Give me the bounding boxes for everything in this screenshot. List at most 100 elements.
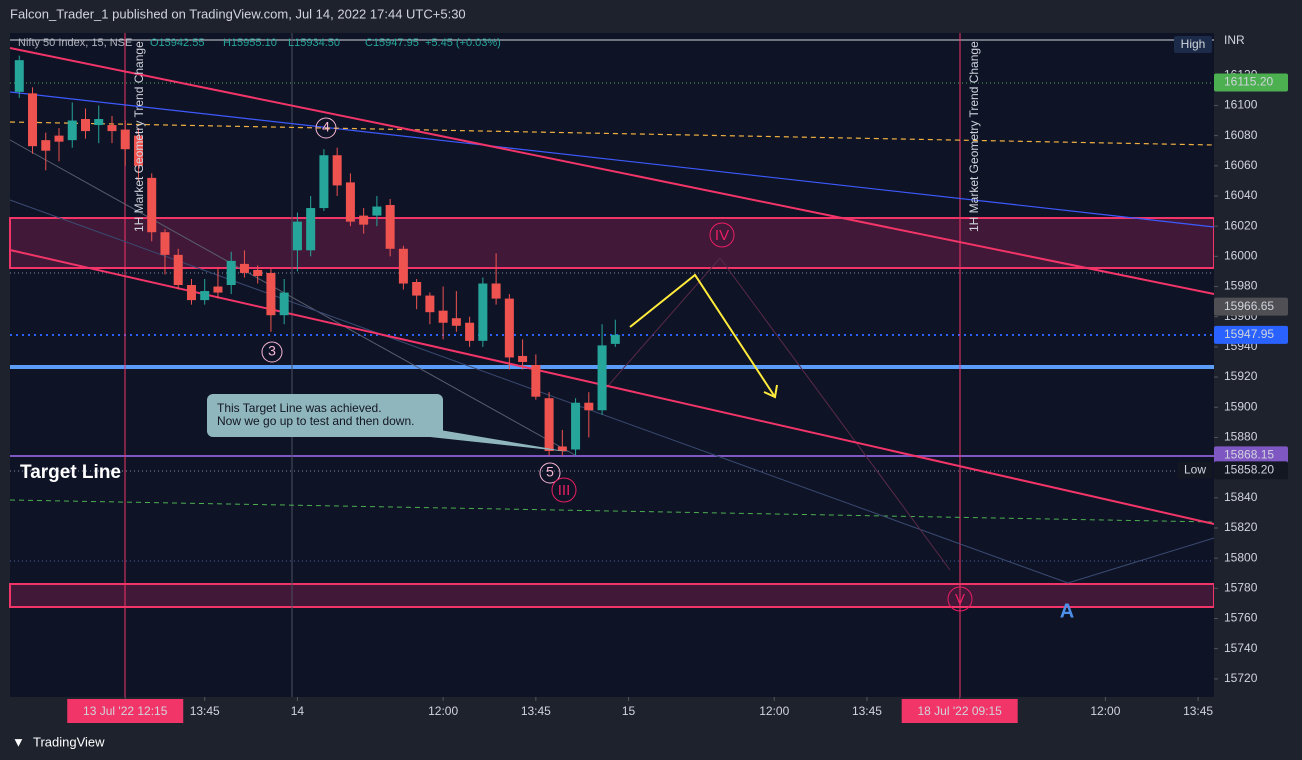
candle-body bbox=[239, 263, 249, 273]
candle-body bbox=[332, 155, 342, 186]
callout-text: Now we go up to test and then down. bbox=[217, 414, 414, 428]
candle-body bbox=[504, 298, 514, 358]
y-tick-label: 15780 bbox=[1224, 581, 1258, 595]
price-label: 16115.20 bbox=[1224, 75, 1273, 89]
y-tick-label: 15760 bbox=[1224, 611, 1258, 625]
candle-body bbox=[610, 334, 620, 344]
candle-body bbox=[160, 232, 170, 255]
trend-line bbox=[9, 121, 1215, 146]
y-tick-label: 15800 bbox=[1224, 550, 1258, 564]
target-label: Target Line bbox=[20, 462, 121, 483]
trend-change-label: 1H Market Geometry Trend Change bbox=[132, 41, 146, 232]
callout-text: This Target Line was achieved. bbox=[217, 401, 382, 415]
trend-line bbox=[9, 499, 1215, 523]
trend-line bbox=[9, 139, 576, 456]
x-tick-label: 13:45 bbox=[190, 704, 220, 718]
y-tick-label: 15980 bbox=[1224, 279, 1258, 293]
candle-body bbox=[266, 272, 276, 316]
candle-body bbox=[544, 398, 554, 452]
legend-low: L15934.50 bbox=[288, 37, 340, 49]
candle-body bbox=[107, 125, 117, 132]
candle-body bbox=[557, 446, 567, 452]
arrow-head bbox=[763, 384, 778, 399]
candle-body bbox=[94, 119, 104, 126]
candle-body bbox=[147, 177, 157, 233]
low-tag-bg bbox=[1178, 461, 1212, 479]
candle-body bbox=[385, 205, 395, 249]
footer: TradingView bbox=[33, 734, 105, 749]
low-tag: Low bbox=[1184, 463, 1206, 477]
x-tick-label: 13:45 bbox=[1183, 704, 1213, 718]
price-label: 15947.95 bbox=[1224, 327, 1274, 341]
wave-circle bbox=[539, 462, 561, 484]
price-axis bbox=[1214, 33, 1302, 697]
y-tick-label: 16040 bbox=[1224, 188, 1258, 202]
y-tick-label: 15740 bbox=[1224, 641, 1258, 655]
yellow-arrow bbox=[629, 273, 776, 398]
candle-body bbox=[292, 221, 302, 251]
callout-pointer bbox=[430, 430, 570, 452]
y-tick-label: 16100 bbox=[1224, 98, 1258, 112]
x-tick-label: 13 Jul '22 12:15 bbox=[83, 704, 168, 718]
price-label-bg bbox=[1214, 446, 1288, 465]
candle-body bbox=[571, 402, 581, 450]
legend-high: H15955.10 bbox=[223, 37, 277, 49]
wave-circle bbox=[315, 117, 337, 139]
candles bbox=[14, 55, 620, 456]
footer-logo: ▼ bbox=[12, 734, 25, 749]
x-tick-highlight bbox=[901, 699, 1018, 723]
candle-body bbox=[28, 93, 38, 147]
projection bbox=[599, 257, 951, 571]
high-tag: High bbox=[1181, 37, 1206, 51]
legend-symbol: Nifty 50 Index, 15, NSE bbox=[18, 37, 132, 49]
candle-body bbox=[120, 129, 130, 150]
x-tick-label: 12:00 bbox=[1090, 704, 1120, 718]
trend-line bbox=[9, 91, 1215, 228]
wave-label: A bbox=[1060, 600, 1074, 622]
y-tick-label: 16060 bbox=[1224, 158, 1258, 172]
candle-body bbox=[54, 135, 64, 142]
x-tick-label: 13:45 bbox=[852, 704, 882, 718]
x-tick-label: 12:00 bbox=[428, 704, 458, 718]
candle-body bbox=[279, 292, 289, 316]
wave-circle bbox=[551, 477, 577, 503]
wave-label: V bbox=[955, 591, 965, 608]
legend-close: C15947.95 bbox=[365, 37, 419, 49]
x-tick-label: 14 bbox=[291, 704, 305, 718]
price-label-bg bbox=[1214, 73, 1288, 92]
x-tick-label: 18 Jul '22 09:15 bbox=[918, 704, 1003, 718]
x-tick-label: 15 bbox=[622, 704, 636, 718]
candle-body bbox=[412, 282, 422, 296]
price-label-bg bbox=[1214, 325, 1288, 344]
candle-body bbox=[67, 120, 77, 141]
candle-body bbox=[425, 295, 435, 313]
candle-body bbox=[438, 310, 448, 323]
x-tick-label: 13:45 bbox=[521, 704, 551, 718]
wave-circle bbox=[709, 222, 735, 248]
candle-body bbox=[226, 260, 236, 286]
trend-change-label: 1H Market Geometry Trend Change bbox=[967, 41, 981, 232]
price-label-bg bbox=[1214, 297, 1288, 316]
callout bbox=[207, 394, 443, 437]
candle-body bbox=[213, 286, 223, 293]
candle-body bbox=[253, 269, 263, 276]
candle-body bbox=[518, 355, 528, 362]
candle-body bbox=[306, 208, 316, 251]
candle-body bbox=[319, 155, 329, 209]
candle-body bbox=[200, 291, 210, 301]
candle-body bbox=[491, 283, 501, 299]
candle-body bbox=[451, 318, 461, 326]
y-tick-label: 15820 bbox=[1224, 520, 1258, 534]
candle-body bbox=[359, 215, 369, 225]
x-tick-label: 12:00 bbox=[759, 704, 789, 718]
candle-body bbox=[372, 206, 382, 216]
trend-line bbox=[1067, 537, 1215, 584]
candle-body bbox=[345, 182, 355, 222]
wave-circle bbox=[261, 341, 283, 363]
price-label: 15966.65 bbox=[1224, 299, 1274, 313]
candle-body bbox=[478, 283, 488, 341]
candle-body bbox=[14, 60, 24, 92]
candle-body bbox=[465, 322, 475, 341]
y-tick-label: 16080 bbox=[1224, 128, 1258, 142]
resistance-zone bbox=[9, 217, 1215, 269]
